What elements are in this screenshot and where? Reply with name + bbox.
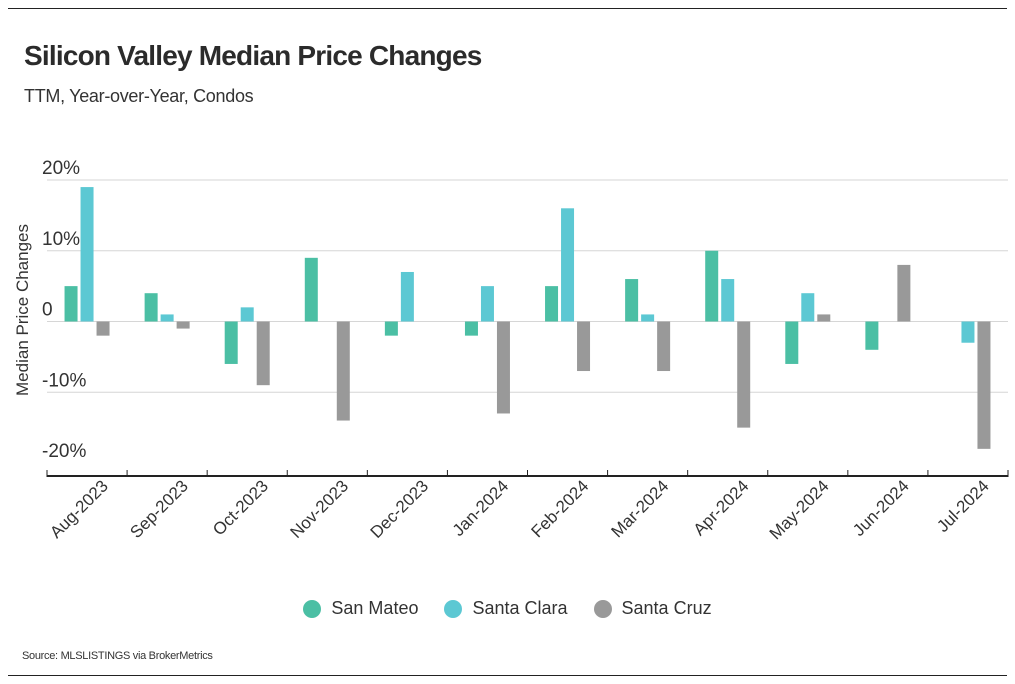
- chart-subtitle: TTM, Year-over-Year, Condos: [24, 86, 254, 106]
- x-tick-label: Jun-2024: [849, 476, 913, 540]
- bar-santa-cruz: [336, 321, 350, 421]
- x-tick-label: Apr-2024: [690, 476, 753, 539]
- legend-item-santa-clara: Santa Clara: [444, 598, 568, 619]
- bar-santa-clara: [561, 208, 575, 322]
- bar-santa-clara: [240, 307, 254, 322]
- bar-santa-clara: [801, 293, 815, 322]
- bar-santa-cruz: [817, 314, 831, 322]
- x-tick-label: Aug-2023: [46, 476, 112, 542]
- bar-santa-cruz: [657, 321, 671, 372]
- bar-san-mateo: [705, 250, 719, 322]
- bar-santa-clara: [480, 286, 494, 322]
- bar-san-mateo: [224, 321, 238, 364]
- bar-santa-clara: [641, 314, 655, 322]
- x-tick-label: May-2024: [766, 476, 833, 543]
- bar-san-mateo: [865, 321, 879, 350]
- x-tick-labels: Aug-2023 Sep-2023 Oct-2023 Nov-2023 Dec-2023…: [46, 476, 992, 543]
- x-tick-label: Sep-2023: [126, 476, 192, 542]
- top-rule: [8, 8, 1007, 9]
- y-axis-label: Median Price Changes: [13, 224, 32, 396]
- bar-santa-cruz: [897, 264, 911, 322]
- legend-label: San Mateo: [331, 598, 419, 618]
- bar-santa-cruz: [577, 321, 591, 372]
- bar-santa-cruz: [176, 321, 190, 329]
- bar-san-mateo: [785, 321, 799, 364]
- source-note: Source: MLSLISTINGS via BrokerMetrics: [22, 650, 213, 662]
- legend: San Mateo Santa Clara Santa Cruz: [0, 598, 1015, 619]
- legend-item-santa-cruz: Santa Cruz: [593, 598, 712, 619]
- legend-swatch: [303, 599, 322, 618]
- legend-swatch: [593, 599, 612, 618]
- bar-santa-cruz: [737, 321, 751, 428]
- x-tick-label: Nov-2023: [287, 476, 353, 542]
- x-tick-label: Mar-2024: [608, 476, 673, 541]
- bar-santa-clara: [721, 279, 735, 322]
- y-tick-labels: 20% 10% 0 -10% -20%: [42, 158, 86, 462]
- bar-san-mateo: [464, 321, 478, 336]
- bar-san-mateo: [625, 279, 639, 322]
- bar-santa-clara: [400, 271, 414, 322]
- x-axis: [46, 470, 1009, 477]
- x-tick-label: Jul-2024: [933, 476, 993, 536]
- y-tick-label: 0: [42, 300, 53, 321]
- bottom-rule: [8, 675, 1007, 676]
- legend-label: Santa Clara: [472, 598, 568, 618]
- bar-san-mateo: [545, 286, 559, 322]
- legend-swatch: [444, 599, 463, 618]
- bar-santa-cruz: [96, 321, 110, 336]
- x-tick-label: Jan-2024: [449, 476, 513, 540]
- chart-title: Silicon Valley Median Price Changes: [24, 40, 482, 71]
- bar-san-mateo: [144, 293, 158, 322]
- bar-santa-cruz: [496, 321, 510, 414]
- x-tick-label: Dec-2023: [367, 476, 433, 542]
- x-tick-label: Feb-2024: [527, 476, 592, 541]
- bar-san-mateo: [384, 321, 398, 336]
- gridlines: [47, 179, 1008, 393]
- bar-santa-cruz: [256, 321, 270, 386]
- bar-santa-clara: [160, 314, 174, 322]
- bar-santa-clara: [961, 321, 975, 343]
- y-tick-label: -10%: [42, 370, 86, 391]
- bar-san-mateo: [304, 257, 318, 322]
- bar-santa-clara: [80, 187, 94, 322]
- legend-label: Santa Cruz: [621, 598, 712, 618]
- x-tick-label: Oct-2023: [209, 476, 272, 539]
- y-tick-label: 10%: [42, 229, 80, 250]
- y-tick-label: -20%: [42, 441, 86, 462]
- legend-item-san-mateo: San Mateo: [303, 598, 418, 619]
- bar-santa-cruz: [977, 321, 991, 449]
- bar-san-mateo: [64, 286, 78, 322]
- y-tick-label: 20%: [42, 158, 80, 179]
- bars: [64, 187, 991, 449]
